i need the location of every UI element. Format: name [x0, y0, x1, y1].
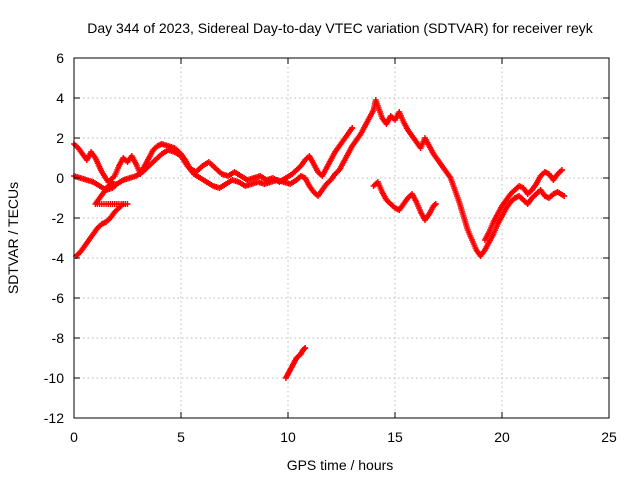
y-tick-label: -12	[44, 410, 64, 426]
y-tick-label: 2	[56, 130, 64, 146]
data-point	[349, 125, 356, 131]
plot-frame	[73, 57, 610, 419]
data-point	[558, 167, 565, 173]
grid-lines	[74, 58, 609, 418]
y-axis-title: SDTVAR / TECUs	[5, 182, 21, 294]
x-tick-label: 5	[177, 429, 185, 445]
y-tick-label: 6	[56, 50, 64, 66]
y-tick-label: -6	[52, 290, 65, 306]
data-marks	[71, 97, 568, 381]
y-tick-label: -8	[52, 330, 65, 346]
x-tick-label: 10	[280, 429, 296, 445]
y-tick-label: 4	[56, 90, 64, 106]
x-axis-title: GPS time / hours	[287, 457, 394, 473]
chart-title: Day 344 of 2023, Sidereal Day-to-day VTE…	[87, 20, 593, 36]
data-point	[302, 345, 309, 351]
data-point	[561, 193, 568, 199]
data-point	[431, 202, 438, 208]
y-tick-label: -10	[44, 370, 64, 386]
x-tick-label: 0	[70, 429, 78, 445]
data-point	[432, 201, 439, 207]
x-tick-label: 25	[601, 429, 617, 445]
y-tick-label: -4	[52, 250, 65, 266]
y-tick-label: 0	[56, 170, 64, 186]
x-tick-label: 20	[494, 429, 510, 445]
x-tick-label: 15	[387, 429, 403, 445]
y-tick-label: -2	[52, 210, 65, 226]
data-point	[109, 179, 116, 185]
data-point	[301, 346, 308, 352]
